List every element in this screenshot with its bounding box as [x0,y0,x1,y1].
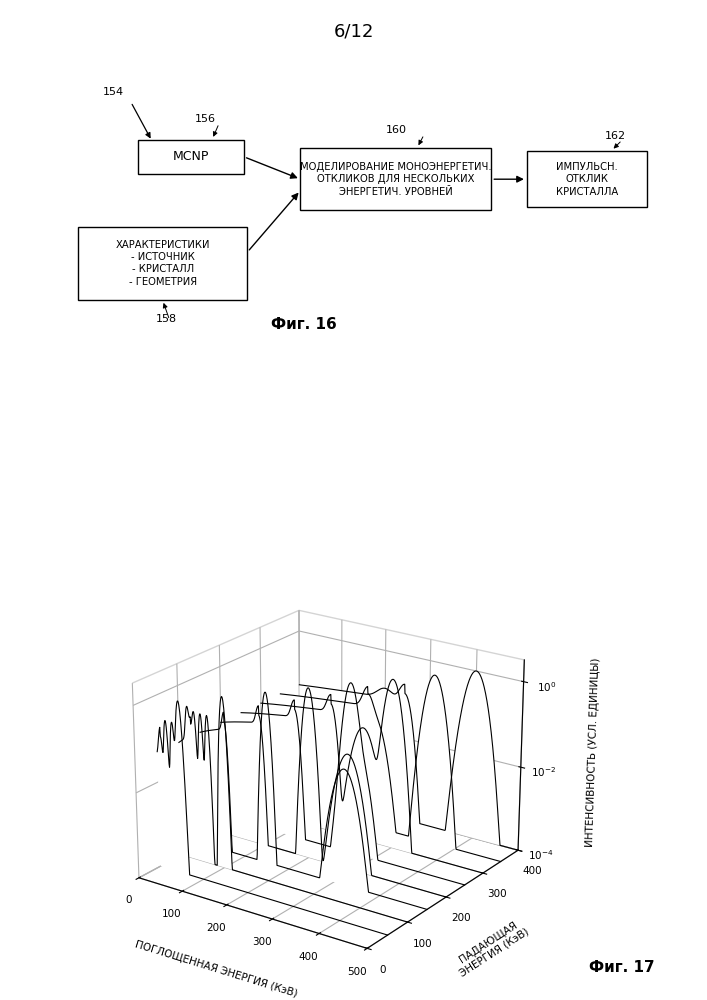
Text: 160: 160 [385,125,407,135]
Text: 162: 162 [604,131,626,141]
FancyBboxPatch shape [527,151,647,207]
FancyBboxPatch shape [300,148,491,210]
Text: ИМПУЛЬСН.
ОТКЛИК
КРИСТАЛЛА: ИМПУЛЬСН. ОТКЛИК КРИСТАЛЛА [556,162,618,197]
Text: 6/12: 6/12 [333,22,374,40]
X-axis label: ПОГЛОЩЕННАЯ ЭНЕРГИЯ (КэВ): ПОГЛОЩЕННАЯ ЭНЕРГИЯ (КэВ) [134,939,299,999]
Y-axis label: ПАДАЮЩАЯ
ЭНЕРГИЯ (КэВ): ПАДАЮЩАЯ ЭНЕРГИЯ (КэВ) [452,916,531,978]
Text: Фиг. 16: Фиг. 16 [271,317,337,332]
Text: MCNP: MCNP [173,150,209,163]
FancyBboxPatch shape [138,140,244,174]
FancyBboxPatch shape [78,227,247,300]
Text: 154: 154 [103,87,124,97]
Text: ХАРАКТЕРИСТИКИ
- ИСТОЧНИК
- КРИСТАЛЛ
- ГЕОМЕТРИЯ: ХАРАКТЕРИСТИКИ - ИСТОЧНИК - КРИСТАЛЛ - Г… [115,240,210,287]
Text: Фиг. 17: Фиг. 17 [590,960,655,975]
Text: 158: 158 [156,314,177,324]
Text: 156: 156 [194,114,216,124]
Text: МОДЕЛИРОВАНИЕ МОНОЭНЕРГЕТИЧ.
ОТКЛИКОВ ДЛЯ НЕСКОЛЬКИХ
ЭНЕРГЕТИЧ. УРОВНЕЙ: МОДЕЛИРОВАНИЕ МОНОЭНЕРГЕТИЧ. ОТКЛИКОВ ДЛ… [300,162,492,197]
